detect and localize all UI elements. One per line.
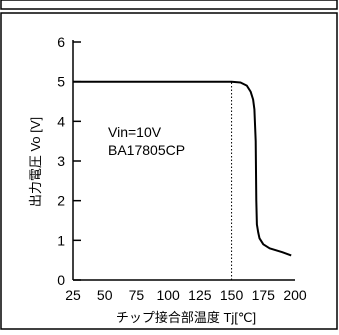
x-tick-label: 100 xyxy=(156,287,180,303)
x-tick-label: 50 xyxy=(97,287,113,303)
y-tick-label: 1 xyxy=(57,232,65,248)
y-tick-label: 2 xyxy=(57,193,65,209)
x-tick-label: 175 xyxy=(252,287,276,303)
y-tick-label: 5 xyxy=(57,74,65,90)
x-tick-label: 150 xyxy=(220,287,244,303)
figure-border xyxy=(0,12,338,330)
x-axis-label: チップ接合部温度 Tj[℃] xyxy=(116,310,256,325)
annotation-vin: Vin=10V xyxy=(108,124,162,140)
annotation-part: BA17805CP xyxy=(108,142,185,158)
series-line-output-voltage xyxy=(73,80,292,257)
y-tick-label: 6 xyxy=(57,34,65,50)
series-group xyxy=(73,80,292,257)
x-tick-label: 125 xyxy=(188,287,212,303)
y-axis-label: 出力電圧 Vo [V] xyxy=(28,117,43,207)
x-tick-label: 200 xyxy=(283,287,307,303)
top-strip-border xyxy=(0,0,338,10)
y-tick-label: 4 xyxy=(57,113,65,129)
axes: 0 1 2 3 4 5 6 25 50 75 100 125 150 175 200 xyxy=(57,34,307,303)
x-tick-label: 75 xyxy=(129,287,145,303)
x-tick-label: 25 xyxy=(65,287,81,303)
y-tick-label: 0 xyxy=(57,272,65,288)
y-tick-label: 3 xyxy=(57,153,65,169)
